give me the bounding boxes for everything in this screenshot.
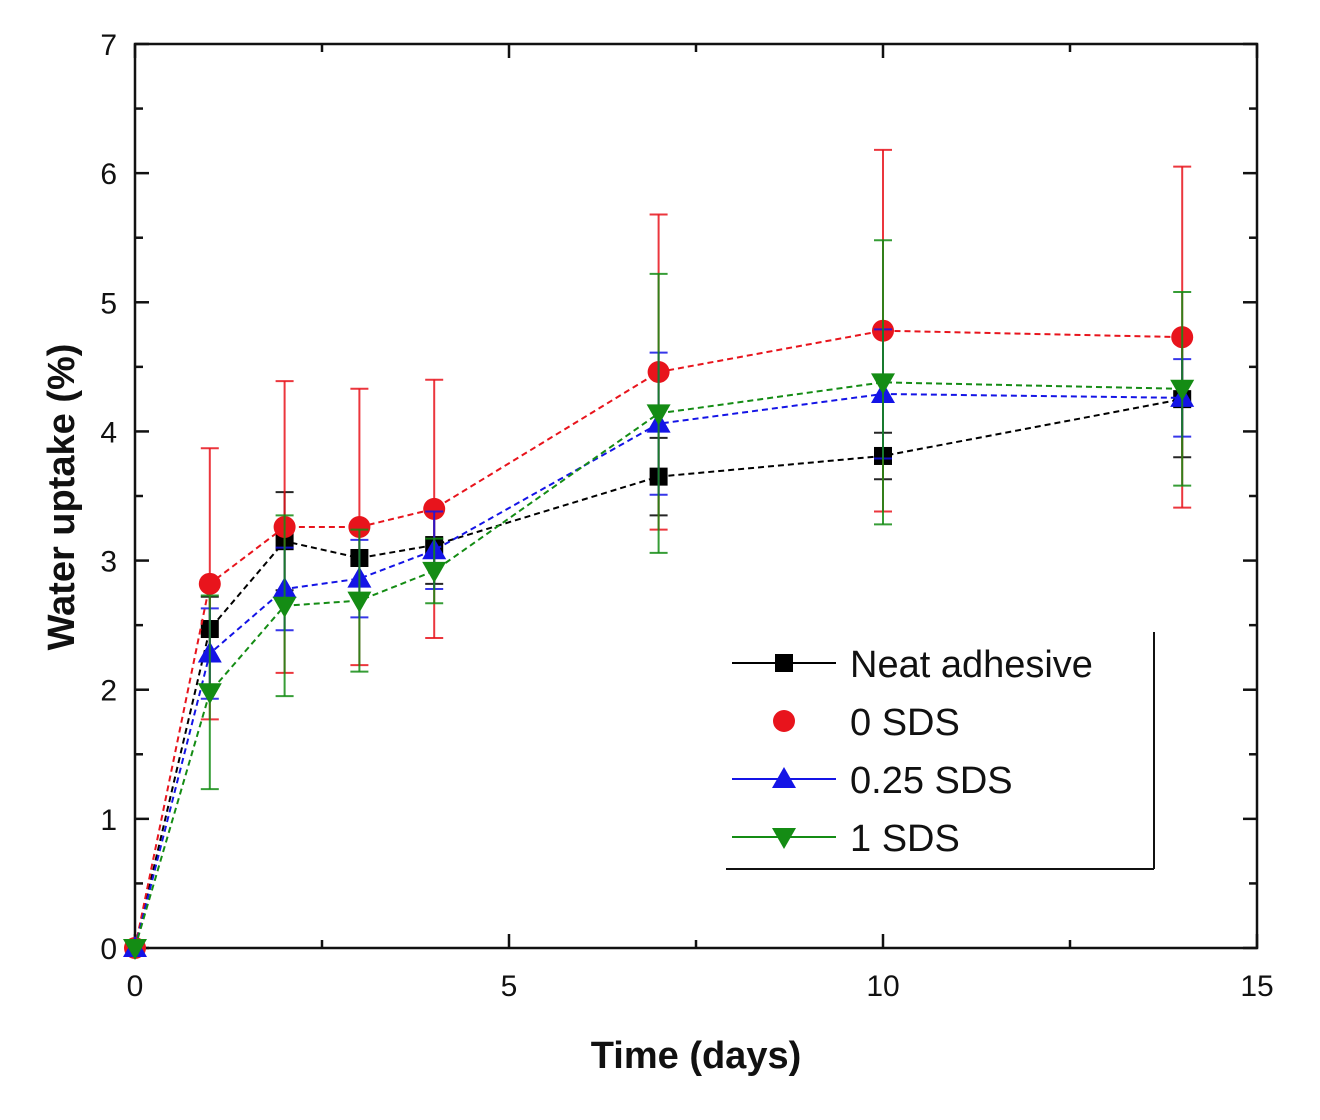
series-line: [134, 329, 1183, 949]
y-tick-label: 0: [100, 933, 117, 966]
legend-entry: 0.25 SDS: [732, 760, 1013, 802]
x-tick-label: 5: [501, 970, 518, 1003]
legend-entry: Neat adhesive: [732, 644, 1093, 686]
data-point: [347, 591, 372, 613]
legend-label: 1 SDS: [850, 818, 960, 860]
y-tick-label: 6: [100, 158, 117, 191]
y-tick-label: 1: [100, 804, 117, 837]
data-point: [272, 596, 297, 618]
series-line: [134, 392, 1183, 949]
plot-frame: [133, 42, 1259, 950]
legend-entry: 1 SDS: [732, 818, 960, 860]
series-1-sds: [123, 239, 1195, 960]
data-point: [348, 515, 371, 538]
y-tick-label: 2: [100, 675, 117, 708]
series-layer: [123, 148, 1195, 960]
plot-border: [133, 42, 1259, 950]
legend-label: 0.25 SDS: [850, 760, 1013, 802]
data-point: [422, 561, 447, 583]
legend-label: 0 SDS: [850, 702, 960, 744]
legend-marker: [773, 710, 795, 732]
x-tick-label: 0: [127, 970, 144, 1003]
x-axis-title: Time (days): [591, 1035, 801, 1077]
x-tick-label: 15: [1240, 970, 1273, 1003]
data-point: [871, 373, 895, 395]
data-point: [123, 939, 147, 960]
legend-label: Neat adhesive: [850, 644, 1093, 686]
x-tick-label: 10: [866, 970, 899, 1003]
y-tick-label: 4: [100, 416, 117, 449]
legend-marker: [772, 828, 796, 849]
data-point: [423, 497, 446, 520]
legend-marker: [772, 767, 796, 788]
axis-labels: Time (days) Water uptake (%): [41, 344, 801, 1077]
axis-ticks: 0 5 10 15 0 1 2 3 4 5 6 7: [100, 29, 1273, 1003]
legend-entry: 0 SDS: [773, 702, 960, 744]
series-line: [134, 381, 1183, 949]
y-tick-label: 5: [100, 287, 117, 320]
y-tick-label: 3: [100, 546, 117, 579]
legend-marker: [775, 654, 793, 672]
data-point: [1170, 379, 1195, 401]
data-point: [198, 572, 221, 595]
data-point: [646, 404, 671, 426]
legend: Neat adhesive 0 SDS 0.25 SDS 1 SDS: [726, 632, 1155, 870]
y-axis-title: Water uptake (%): [41, 344, 83, 651]
y-tick-label: 7: [100, 29, 117, 62]
data-point: [197, 683, 222, 705]
